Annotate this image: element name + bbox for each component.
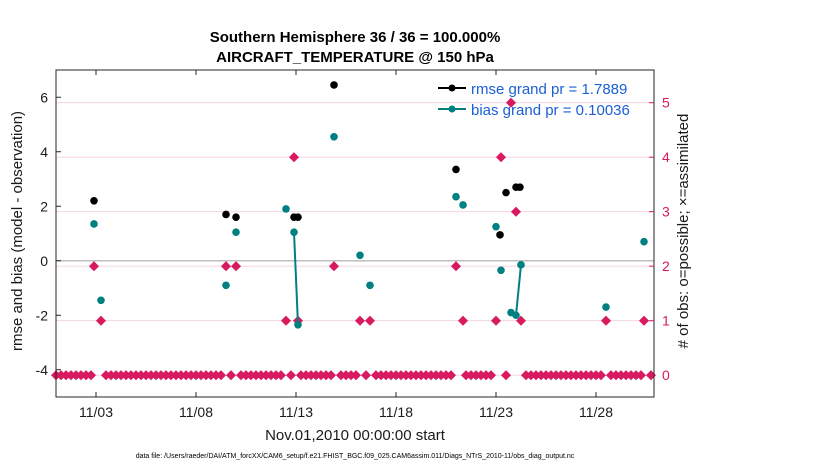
bias-marker [492,222,500,231]
y2-tick-label: 1 [662,313,670,329]
obs-zero-marker [215,370,227,381]
bias-marker [330,132,338,141]
y2-tick-label: 5 [662,95,670,111]
chart-subtitle: AIRCRAFT_TEMPERATURE @ 150 hPa [216,49,494,66]
rmse-marker [222,210,230,219]
y-tick-label: 4 [40,144,48,160]
obs-zero-marker [360,370,372,381]
bias-marker [282,205,290,213]
bias-marker [602,303,610,311]
obs-zero-marker [225,370,237,381]
bias-marker [90,220,98,228]
obs-assimilated-marker [510,206,522,217]
obs-assimilated-marker [490,315,502,326]
rmse-marker [502,188,510,197]
bias-marker [517,261,525,269]
y-tick-label: 2 [40,198,48,214]
bias-marker [294,320,302,329]
obs-assimilated-marker [354,315,366,326]
series-markers [90,81,648,329]
legend-rmse-marker [448,84,456,92]
obs-zero-marker [275,370,287,381]
y-axis-left-ticks: -4 -2 0 2 4 6 [36,89,61,378]
obs-assimilated-marker [450,261,462,272]
y-axis-right-ticks: 0 1 2 3 4 5 [649,95,670,383]
obs-assimilated-marker [515,315,527,326]
y-axis-label: rmse and bias (model - observation) [9,111,26,351]
bias-marker [452,192,460,201]
obs-zero-marker [635,370,647,381]
plot-frame [55,69,655,398]
obs-assimilated-marker [505,97,517,108]
y2-tick-label: 4 [662,149,670,165]
obs-assimilated-marker [638,315,650,326]
obs-zero-marker [285,370,297,381]
rmse-marker [496,231,504,239]
bias-marker [459,201,467,209]
obs-zero-marker [350,370,362,381]
y-tick-label: -2 [36,307,49,323]
bias-connector-line [293,232,299,325]
bias-marker [640,237,648,246]
bias-marker [497,266,505,275]
bias-marker [232,228,240,236]
obs-zero-marker [85,370,97,381]
obs-assimilated-marker [495,152,507,163]
bias-connector-line [515,264,522,316]
x-tick-label: 11/18 [379,404,413,420]
obs-assimilated-marker [280,315,292,326]
rmse-marker [516,183,524,191]
x-axis-label: Nov.01,2010 00:00:00 start [265,427,446,444]
legend: rmse grand pr = 1.7889 bias grand pr = 0… [438,81,630,119]
bias-marker [222,281,230,290]
rmse-marker [90,197,98,205]
rmse-marker [452,165,460,174]
obs-zero-marker [325,370,337,381]
y2-tick-label: 0 [662,367,670,383]
bias-marker [512,311,520,320]
obs-assimilated-marker [288,152,300,163]
obs-zero-marker [500,370,512,381]
obs-assimilated-marker [600,315,612,326]
rmse-marker [330,81,338,89]
legend-rmse-label: rmse grand pr = 1.7889 [471,81,627,98]
obs-zero-marker [485,370,497,381]
rmse-marker [232,213,240,221]
bias-connector-lines [293,232,522,325]
y-tick-label: 6 [40,89,48,105]
x-tick-label: 11/13 [279,404,313,420]
y2-tick-label: 3 [662,204,670,220]
x-tick-label: 11/23 [479,404,513,420]
bias-marker [290,228,298,236]
obs-zero-marker [595,370,607,381]
x-axis-ticks: 11/03 11/08 11/13 11/18 11/23 11/28 [79,70,613,420]
x-tick-label: 11/03 [79,404,113,420]
obs-assimilated-marker [457,315,469,326]
y2-tick-label: 2 [662,258,670,274]
obs-zero-marker [445,370,457,381]
y-tick-label: 0 [40,253,48,269]
obs-assimilated-marker [220,261,232,272]
grid-lines [56,102,654,376]
bias-marker [366,281,374,290]
x-tick-label: 11/28 [579,404,613,420]
obs-assimilated-marker [364,315,376,326]
obs-assimilated-markers [88,97,650,326]
y-tick-label: -4 [36,362,49,378]
footnote: data file: /Users/raeder/DAI/ATM_forcXX/… [136,453,575,460]
obs-assimilated-marker [230,261,242,272]
obs-assimilated-marker [328,261,340,272]
obs-assimilated-marker [95,315,107,326]
obs-possible-zero-markers [50,370,657,381]
legend-bias-marker [448,105,456,113]
legend-bias-label: bias grand pr = 0.10036 [471,102,630,119]
y-axis-right-label: # of obs: o=possible; ×=assimilated [675,114,692,349]
bias-marker [97,296,105,305]
bias-marker [356,251,364,260]
rmse-marker [294,213,302,221]
obs-assimilated-marker [88,261,100,272]
chart-title: Southern Hemisphere 36 / 36 = 100.000% [210,29,501,46]
x-tick-label: 11/08 [179,404,213,420]
